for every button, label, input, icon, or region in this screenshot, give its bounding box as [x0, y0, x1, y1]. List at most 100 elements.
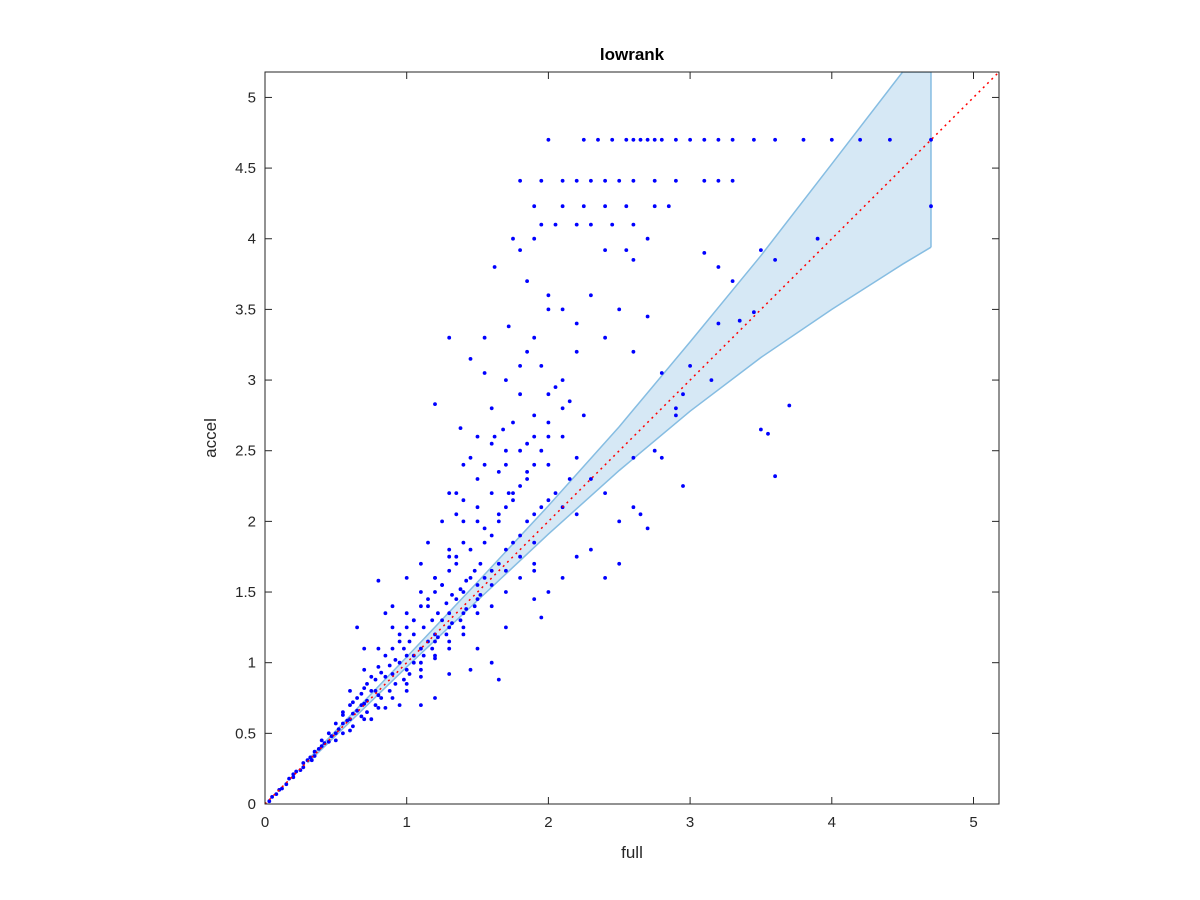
data-point: [574, 554, 579, 559]
data-point: [674, 413, 678, 418]
data-point: [525, 279, 529, 283]
data-point: [716, 178, 721, 183]
data-point: [489, 583, 494, 587]
data-point: [447, 672, 452, 676]
data-point: [447, 639, 452, 644]
data-point: [461, 611, 466, 616]
data-point: [603, 204, 607, 209]
data-point: [603, 335, 607, 340]
data-point: [645, 526, 650, 531]
data-point: [532, 236, 537, 241]
data-point: [567, 399, 572, 404]
data-point: [461, 498, 466, 503]
data-point: [362, 701, 367, 706]
data-point: [351, 700, 355, 705]
data-point: [716, 137, 721, 142]
data-point: [404, 611, 409, 616]
data-point: [567, 477, 572, 481]
data-point: [397, 632, 402, 637]
data-point: [309, 758, 314, 763]
data-point: [752, 310, 756, 315]
data-point: [532, 597, 537, 601]
data-point: [652, 178, 657, 183]
data-point: [454, 554, 459, 559]
data-point: [426, 540, 430, 545]
data-point: [440, 519, 444, 524]
data-point: [617, 561, 622, 566]
data-point: [518, 248, 522, 253]
data-point: [419, 660, 423, 665]
data-point: [419, 561, 423, 566]
data-point: [504, 448, 508, 453]
data-point: [532, 462, 537, 467]
data-point: [387, 689, 392, 693]
data-point: [596, 137, 600, 142]
y-tick-label: 2.5: [235, 443, 256, 460]
data-point: [468, 576, 473, 580]
data-point: [270, 795, 274, 799]
data-point: [419, 646, 423, 651]
data-point: [326, 739, 331, 744]
x-axis-label: full: [621, 843, 643, 862]
data-point: [829, 137, 834, 142]
data-point: [390, 625, 395, 630]
band-lower-edge: [306, 246, 932, 764]
data-point: [450, 593, 454, 597]
data-point: [511, 540, 515, 545]
data-point: [496, 519, 501, 524]
data-point: [666, 204, 671, 209]
data-point: [461, 625, 466, 630]
data-point: [546, 434, 551, 439]
data-point: [430, 646, 435, 651]
data-point: [444, 601, 449, 606]
data-point: [603, 576, 607, 580]
data-point: [454, 512, 459, 517]
data-point: [674, 137, 678, 142]
data-point: [436, 611, 440, 616]
data-point: [447, 625, 452, 630]
data-point: [379, 696, 384, 700]
data-point: [532, 568, 537, 573]
data-point: [553, 222, 558, 227]
plot-area: [264, 71, 1000, 805]
data-point: [631, 178, 636, 183]
y-tick-label: 0.5: [235, 725, 256, 742]
data-point: [504, 568, 508, 573]
data-point: [433, 653, 437, 658]
data-point: [581, 413, 586, 418]
data-point: [464, 578, 469, 583]
data-point: [284, 782, 289, 787]
data-point: [645, 236, 650, 241]
data-point: [454, 491, 459, 495]
data-point: [631, 137, 636, 142]
data-point: [402, 677, 406, 682]
axis-ticks: 0 1 2 3 4 5 0 0.5 1 1.5 2 2.5 3 3.5 4 4.5 5: [235, 72, 999, 831]
data-point: [773, 258, 777, 262]
data-point: [504, 462, 508, 467]
data-point: [574, 222, 579, 227]
x-tick-label: 2: [544, 814, 552, 831]
data-point: [482, 335, 487, 340]
chart-title: lowrank: [600, 45, 665, 64]
data-point: [444, 632, 449, 637]
data-point: [560, 178, 565, 183]
data-point: [638, 137, 643, 142]
data-point: [458, 618, 463, 623]
data-point: [681, 484, 685, 488]
data-point: [348, 728, 352, 733]
data-point: [407, 639, 412, 644]
data-point: [411, 660, 416, 665]
data-point: [404, 576, 409, 580]
data-point: [373, 689, 378, 693]
data-point: [489, 568, 494, 573]
data-point: [603, 248, 607, 253]
data-point: [447, 335, 452, 340]
data-point: [475, 597, 480, 601]
data-point: [492, 434, 497, 439]
data-point: [659, 371, 664, 375]
data-point: [450, 621, 454, 625]
data-point: [468, 357, 473, 361]
data-point: [511, 236, 515, 241]
data-point: [674, 406, 678, 411]
